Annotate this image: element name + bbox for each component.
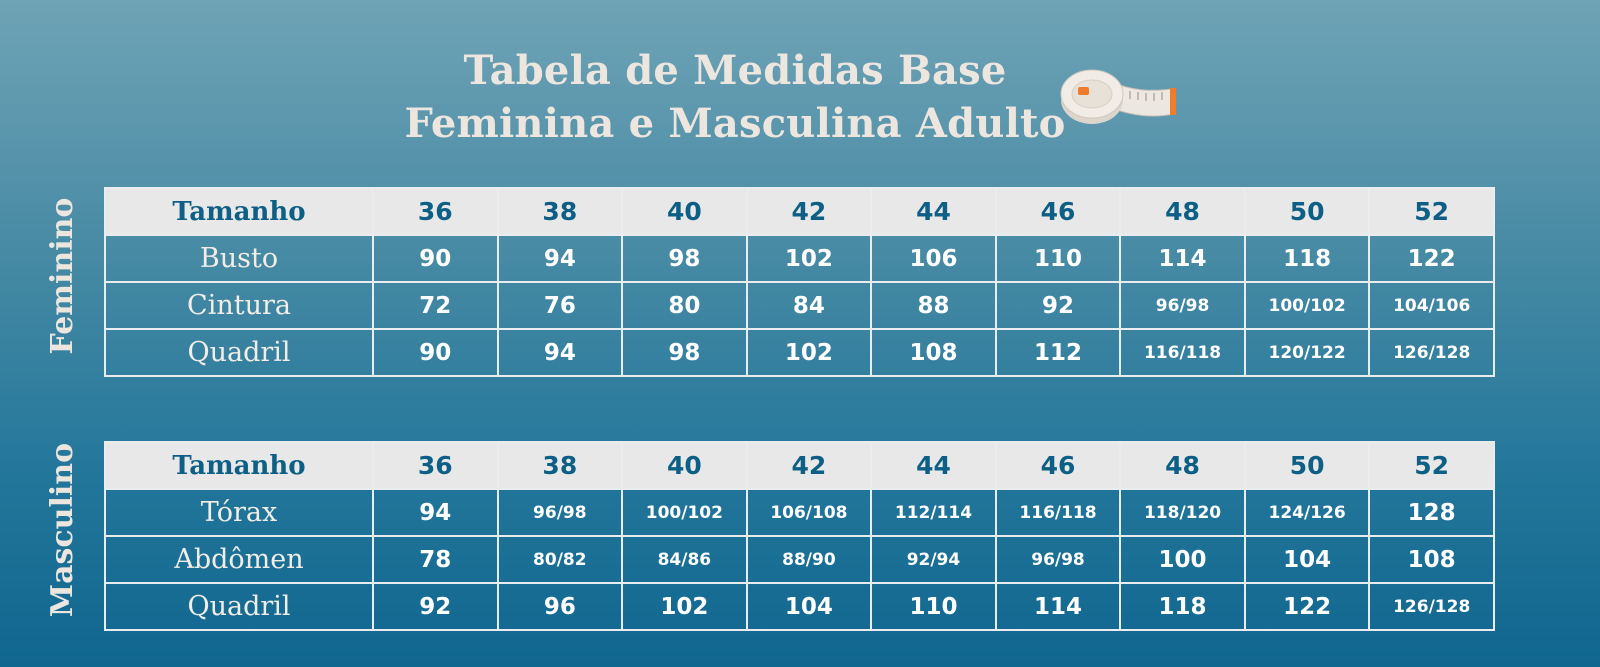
value-cell: 116/118 — [994, 488, 1122, 537]
row-label: Quadril — [104, 328, 374, 377]
value-cell: 100 — [1119, 535, 1246, 584]
value-cell: 102 — [745, 328, 873, 377]
value-cell: 96/98 — [994, 535, 1122, 584]
size-cell: 46 — [994, 441, 1122, 490]
value-cell: 96 — [496, 582, 624, 631]
value-cell: 126/128 — [1368, 582, 1495, 631]
value-cell: 118 — [1119, 582, 1246, 631]
value-cell: 124/126 — [1243, 488, 1371, 537]
value-cell: 110 — [870, 582, 997, 631]
value-cell: 100/102 — [1243, 281, 1371, 330]
value-cell: 106/108 — [745, 488, 873, 537]
size-cell: 40 — [621, 441, 748, 490]
value-cell: 84 — [745, 281, 873, 330]
value-cell: 128 — [1368, 488, 1495, 537]
value-cell: 112 — [994, 328, 1122, 377]
side-label-masculino: Masculino — [45, 442, 80, 618]
value-cell: 102 — [621, 582, 748, 631]
size-cell: 48 — [1119, 187, 1246, 236]
size-cell: 38 — [496, 441, 624, 490]
value-cell: 106 — [870, 234, 997, 283]
value-cell: 98 — [621, 234, 748, 283]
table-row: Abdômen 78 80/82 84/86 88/90 92/94 96/98… — [104, 535, 1495, 584]
value-cell: 112/114 — [870, 488, 997, 537]
value-cell: 126/128 — [1368, 328, 1495, 377]
masculino-size-table: Tamanho 36 38 40 42 44 46 48 50 52 Tórax… — [104, 441, 1495, 631]
value-cell: 98 — [621, 328, 748, 377]
size-cell: 42 — [745, 441, 873, 490]
size-cell: 36 — [372, 441, 499, 490]
value-cell: 90 — [372, 234, 499, 283]
value-cell: 92 — [372, 582, 499, 631]
value-cell: 92 — [994, 281, 1122, 330]
measuring-tape-icon — [1060, 69, 1176, 124]
size-cell: 44 — [870, 187, 997, 236]
row-label: Tórax — [104, 488, 374, 537]
size-cell: 38 — [496, 187, 624, 236]
header-label: Tamanho — [104, 187, 374, 236]
size-cell: 46 — [994, 187, 1122, 236]
row-label: Busto — [104, 234, 374, 283]
value-cell: 116/118 — [1119, 328, 1246, 377]
table-row: Quadril 90 94 98 102 108 112 116/118 120… — [104, 328, 1495, 377]
row-label: Cintura — [104, 281, 374, 330]
value-cell: 122 — [1368, 234, 1495, 283]
value-cell: 118/120 — [1119, 488, 1246, 537]
value-cell: 110 — [994, 234, 1122, 283]
value-cell: 108 — [870, 328, 997, 377]
table-row: Quadril 92 96 102 104 110 114 118 122 12… — [104, 582, 1495, 631]
table-row: Cintura 72 76 80 84 88 92 96/98 100/102 … — [104, 281, 1495, 330]
page-title: Tabela de Medidas Base Feminina e Mascul… — [0, 44, 1470, 150]
value-cell: 94 — [496, 234, 624, 283]
value-cell: 96/98 — [496, 488, 624, 537]
value-cell: 104 — [1243, 535, 1371, 584]
value-cell: 104 — [745, 582, 873, 631]
table-row: Busto 90 94 98 102 106 110 114 118 122 — [104, 234, 1495, 283]
value-cell: 114 — [1119, 234, 1246, 283]
feminino-size-table: Tamanho 36 38 40 42 44 46 48 50 52 Busto… — [104, 187, 1495, 377]
value-cell: 88/90 — [745, 535, 873, 584]
size-cell: 40 — [621, 187, 748, 236]
value-cell: 94 — [496, 328, 624, 377]
value-cell: 80/82 — [496, 535, 624, 584]
value-cell: 90 — [372, 328, 499, 377]
value-cell: 96/98 — [1119, 281, 1246, 330]
value-cell: 92/94 — [870, 535, 997, 584]
size-cell: 42 — [745, 187, 873, 236]
value-cell: 80 — [621, 281, 748, 330]
table-header-row: Tamanho 36 38 40 42 44 46 48 50 52 — [104, 187, 1495, 236]
table-header-row: Tamanho 36 38 40 42 44 46 48 50 52 — [104, 441, 1495, 490]
value-cell: 94 — [372, 488, 499, 537]
value-cell: 120/122 — [1243, 328, 1371, 377]
title-line-2: Feminina e Masculina Adulto — [404, 100, 1066, 147]
value-cell: 102 — [745, 234, 873, 283]
value-cell: 122 — [1243, 582, 1371, 631]
size-cell: 52 — [1368, 441, 1495, 490]
value-cell: 108 — [1368, 535, 1495, 584]
value-cell: 114 — [994, 582, 1122, 631]
value-cell: 88 — [870, 281, 997, 330]
size-cell: 50 — [1243, 187, 1371, 236]
size-cell: 52 — [1368, 187, 1495, 236]
header-label: Tamanho — [104, 441, 374, 490]
value-cell: 78 — [372, 535, 499, 584]
value-cell: 84/86 — [621, 535, 748, 584]
row-label: Abdômen — [104, 535, 374, 584]
size-cell: 44 — [870, 441, 997, 490]
value-cell: 118 — [1243, 234, 1371, 283]
row-label: Quadril — [104, 582, 374, 631]
value-cell: 76 — [496, 281, 624, 330]
value-cell: 72 — [372, 281, 499, 330]
size-cell: 48 — [1119, 441, 1246, 490]
value-cell: 100/102 — [621, 488, 748, 537]
size-cell: 36 — [372, 187, 499, 236]
table-row: Tórax 94 96/98 100/102 106/108 112/114 1… — [104, 488, 1495, 537]
size-cell: 50 — [1243, 441, 1371, 490]
value-cell: 104/106 — [1368, 281, 1495, 330]
side-label-feminino: Feminino — [45, 197, 80, 355]
title-line-1: Tabela de Medidas Base — [463, 47, 1007, 94]
